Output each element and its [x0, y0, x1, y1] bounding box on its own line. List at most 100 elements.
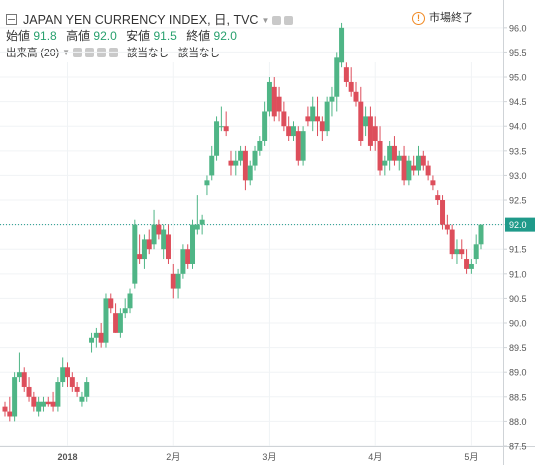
candle-up: [257, 140, 263, 151]
candle-up: [190, 224, 196, 264]
candle-up: [209, 155, 215, 176]
candle-up: [247, 165, 253, 181]
candle-down: [228, 160, 234, 166]
candle-down: [137, 254, 143, 260]
candle-up: [468, 263, 474, 269]
candle-up: [300, 131, 306, 161]
candle-down: [74, 386, 80, 392]
candle-up: [454, 249, 460, 255]
candle-down: [358, 101, 364, 141]
candle-down: [45, 401, 51, 405]
x-tick-label: 2018: [57, 452, 77, 462]
candle-down: [425, 165, 431, 176]
candle-down: [295, 131, 301, 161]
candle-down: [391, 145, 397, 161]
y-tick-label: 92.5: [509, 196, 527, 206]
candle-down: [343, 67, 349, 82]
candle-down: [353, 91, 359, 102]
title-row: JAPAN YEN CURRENCY INDEX, 日, TVC ▼: [6, 9, 294, 28]
y-tick-label: 96.0: [509, 23, 527, 33]
y-tick-label: 93.5: [509, 146, 527, 156]
y-tick-label: 95.5: [509, 48, 527, 58]
candle-down: [165, 234, 171, 260]
candle-up: [180, 249, 186, 274]
chevron-down-icon[interactable]: ▼: [261, 16, 270, 25]
candle-up: [141, 239, 147, 260]
candle-down: [348, 81, 354, 92]
candle-up: [290, 126, 296, 137]
candle-up: [55, 382, 61, 407]
y-tick-label: 93.0: [509, 171, 527, 181]
market-status: ! 市場終了: [412, 9, 473, 25]
settings-icon[interactable]: [272, 16, 282, 25]
candle-up: [36, 401, 42, 412]
candle-up: [40, 401, 46, 407]
volume-label[interactable]: 出来高 (20): [6, 47, 60, 59]
x-tick-label: 3月: [262, 452, 276, 462]
market-status-text: 市場終了: [429, 12, 473, 24]
candle-up: [84, 382, 90, 397]
candle-down: [113, 313, 119, 333]
candle-up: [161, 229, 167, 250]
candle-down: [440, 200, 446, 225]
candle-down: [146, 239, 152, 250]
hide-icon[interactable]: [284, 16, 294, 25]
candle-up: [127, 293, 133, 309]
candle-down: [319, 121, 325, 132]
candle-up: [93, 332, 99, 338]
y-tick-label: 90.0: [509, 319, 527, 329]
candle-up: [16, 372, 22, 378]
candle-down: [464, 259, 470, 269]
candle-up: [214, 121, 220, 156]
candle-up: [117, 313, 123, 333]
candle-down: [372, 126, 378, 141]
y-tick-label: 91.5: [509, 245, 527, 255]
y-tick-label: 89.0: [509, 368, 527, 378]
volume-value-1: 該当なし: [126, 47, 169, 59]
symbol-title[interactable]: JAPAN YEN CURRENCY INDEX, 日, TVC: [23, 13, 259, 27]
candle-up: [415, 155, 421, 171]
candle-down: [435, 195, 441, 201]
candle-up: [233, 160, 239, 166]
candle-up: [473, 244, 479, 260]
candle-up: [339, 27, 345, 63]
candle-up: [60, 367, 66, 383]
volume-value-2: 該当なし: [177, 47, 220, 59]
last-price-marker: [505, 217, 535, 232]
y-tick-label: 88.0: [509, 417, 527, 427]
candle-up: [478, 224, 484, 245]
candle-up: [262, 111, 268, 141]
candle-down: [281, 111, 287, 127]
candle-down: [286, 126, 292, 137]
candle-down: [26, 386, 32, 397]
candle-down: [411, 165, 417, 171]
close-value: 92.0: [213, 29, 237, 43]
candle-up: [363, 116, 369, 127]
candle-up: [218, 126, 224, 128]
candle-up: [238, 150, 244, 161]
y-tick-label: 94.0: [509, 122, 527, 132]
candle-down: [7, 411, 13, 417]
candle-up: [199, 219, 205, 225]
collapse-icon[interactable]: [6, 14, 17, 25]
candle-down: [420, 155, 426, 166]
candle-down: [170, 273, 176, 289]
candle-down: [430, 180, 436, 186]
candle-up: [310, 106, 316, 122]
candle-down: [21, 372, 27, 387]
candle-up: [151, 224, 157, 245]
candle-down: [315, 116, 321, 122]
candle-down: [31, 396, 37, 407]
candle-down: [65, 367, 71, 378]
candle-up: [324, 101, 330, 132]
candle-up: [132, 224, 138, 284]
warning-icon: !: [412, 12, 425, 25]
candle-up: [194, 224, 200, 230]
candle-down: [2, 406, 8, 412]
y-tick-label: 91.0: [509, 269, 527, 279]
candle-down: [156, 224, 162, 235]
y-tick-label: 94.5: [509, 97, 527, 107]
candle-down: [271, 86, 277, 117]
y-tick-label: 90.5: [509, 294, 527, 304]
